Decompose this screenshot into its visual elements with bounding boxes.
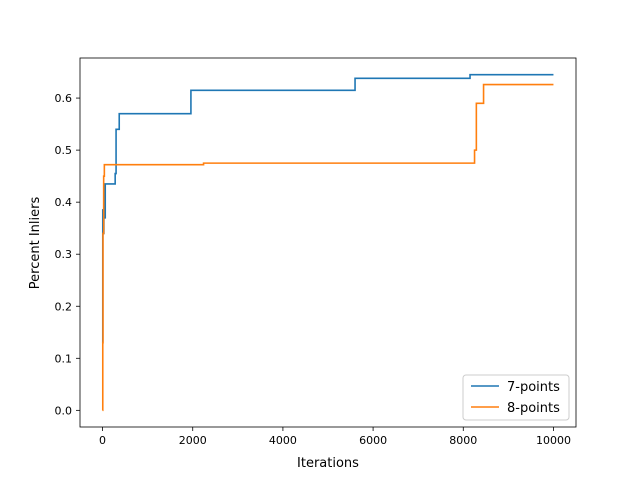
x-tick-label: 4000 (269, 434, 297, 447)
y-tick-label: 0.1 (55, 352, 73, 365)
x-axis-label: Iterations (297, 456, 359, 471)
y-tick-label: 0.2 (55, 300, 73, 313)
y-tick-label: 0.6 (55, 92, 73, 105)
plot-frame (79, 57, 577, 428)
y-tick-label: 0.5 (55, 144, 73, 157)
x-tick-label: 2000 (179, 434, 207, 447)
y-axis-label: Percent Inliers (28, 197, 43, 290)
legend-label-8-points: 8-points (507, 401, 560, 416)
x-tick-label: 8000 (449, 434, 477, 447)
y-axis-ticks: 0.0 0.1 0.2 0.3 0.4 0.5 0.6 (55, 92, 80, 417)
y-tick-label: 0.4 (55, 196, 73, 209)
legend-label-7-points: 7-points (507, 380, 560, 395)
x-tick-label: 0 (99, 434, 106, 447)
x-tick-label: 6000 (359, 434, 387, 447)
legend: 7-points 8-points (462, 374, 570, 421)
y-tick-label: 0.0 (55, 404, 73, 417)
series-line-8-points (101, 83, 554, 412)
x-axis-ticks: 0 2000 4000 6000 8000 10000 (99, 427, 571, 447)
y-tick-label: 0.3 (55, 248, 73, 261)
series-layer (101, 73, 554, 412)
x-tick-label: 10000 (536, 434, 571, 447)
